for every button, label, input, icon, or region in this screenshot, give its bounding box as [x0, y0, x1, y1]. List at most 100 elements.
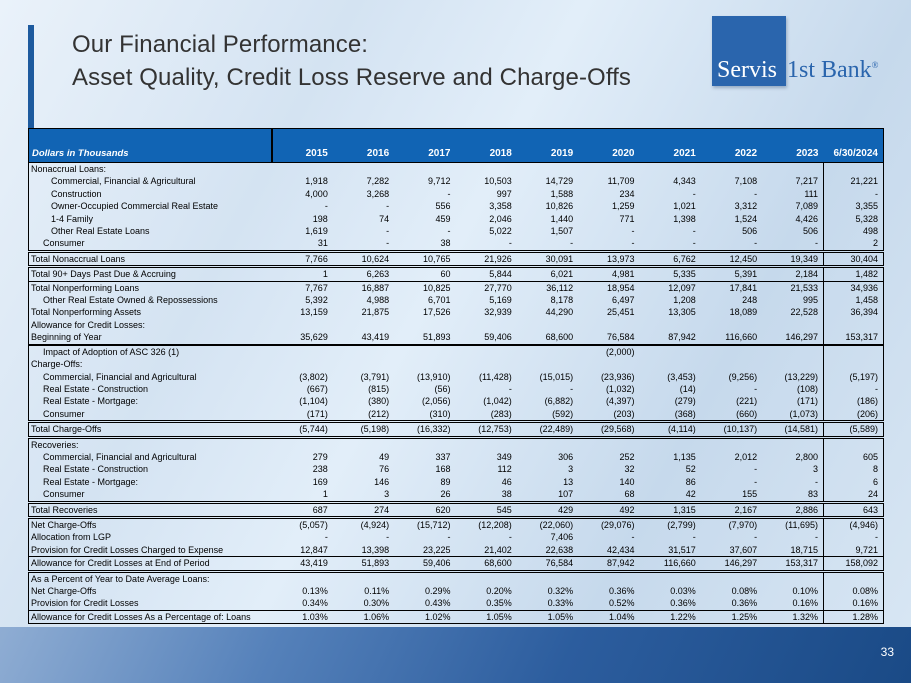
left-accent-stripe	[28, 25, 34, 128]
cell: 0.30%	[363, 598, 390, 609]
cell	[701, 163, 762, 176]
cell: 13,973	[578, 249, 640, 267]
cell: 0.11%	[364, 586, 390, 596]
cell: 5,335	[639, 265, 701, 282]
cell: 252	[619, 451, 635, 462]
cell: 3	[568, 464, 574, 475]
cell: 10,826	[545, 201, 574, 212]
cell	[455, 319, 516, 331]
cell: 43,419	[332, 331, 395, 346]
cell: 18,954	[606, 282, 635, 293]
cell: -	[754, 383, 758, 394]
cell	[578, 571, 639, 585]
cell: -	[631, 226, 635, 237]
cell: 32,939	[484, 307, 512, 318]
cell: 0.10%	[792, 586, 818, 596]
cell: 13,159	[300, 307, 328, 318]
page-title: Our Financial Performance: Asset Quality…	[72, 28, 631, 94]
cell: 140	[619, 476, 635, 487]
cell: (13,229)	[784, 371, 818, 382]
cell: 10,624	[332, 249, 395, 267]
cell: 605	[823, 450, 884, 464]
cell: 545	[455, 500, 517, 520]
cell: -	[692, 532, 696, 543]
row-label: Commercial, Financial and Agricultural	[43, 451, 197, 462]
table-row: Net Charge-Offs (5,057) (4,924) (15,712) (12…	[29, 517, 884, 532]
cell	[517, 437, 578, 451]
cell: 83	[807, 489, 818, 500]
cell: 1,135	[673, 451, 696, 462]
cell: 51,893	[332, 556, 395, 573]
cell	[333, 358, 394, 370]
cell: 5,391	[700, 265, 763, 282]
cell	[762, 571, 823, 585]
table-row: 1-4 Family 198 74 459 2,046 1,440 771 1,398 1,52…	[29, 212, 884, 226]
cell: 12,450	[700, 249, 763, 267]
cell: (171)	[796, 396, 818, 407]
table-row: Total Nonperforming Loans 7,767 16,887 10,8…	[29, 281, 884, 295]
cell: -	[508, 532, 512, 543]
cell: 7,108	[734, 176, 758, 187]
cell	[762, 437, 823, 451]
cell: 498	[823, 225, 884, 238]
row-label: Total Recoveries	[28, 500, 272, 520]
row-label: Net Charge-Offs	[31, 586, 97, 596]
table-row: Commercial, Financial and Agricultural (3…	[29, 370, 884, 383]
row-label: As a Percent of Year to Date Average Loa…	[31, 573, 210, 584]
cell: 30,091	[516, 249, 579, 267]
cell: -	[754, 464, 758, 475]
cell: -	[754, 188, 758, 199]
cell: 0.33%	[547, 598, 574, 609]
cell: 74	[379, 213, 390, 224]
cell: 1.28%	[823, 609, 884, 624]
cell	[455, 571, 516, 585]
column-header-2016: 2016	[332, 128, 395, 163]
cell: 146	[374, 476, 390, 487]
table-row: Consumer 1 3 26 38 107 68 42 155 83 24	[29, 488, 884, 503]
section-row: Charge-Offs:	[29, 358, 884, 371]
row-label: 1-4 Family	[51, 213, 94, 224]
table-row: Net Charge-Offs 0.13% 0.11% 0.29% 0.20% 0.32%…	[29, 585, 884, 598]
cell: -	[631, 532, 635, 543]
cell	[823, 162, 884, 176]
cell: 1,918	[305, 176, 328, 187]
cell: (3,453)	[667, 371, 696, 382]
cell: (29,568)	[578, 420, 640, 439]
cell: 49	[379, 451, 390, 462]
cell: 1,588	[550, 188, 574, 199]
cell: 1,398	[673, 213, 696, 224]
cell	[639, 437, 700, 451]
cell	[394, 319, 455, 331]
cell: 168	[435, 464, 451, 475]
row-label: Beginning of Year	[28, 331, 272, 346]
cell: 19,349	[762, 249, 824, 267]
cell: 21,402	[484, 544, 512, 555]
cell: 1,619	[305, 226, 328, 237]
cell: 3	[384, 489, 390, 500]
row-label: Real Estate - Construction	[43, 383, 149, 394]
cell: (15,712)	[416, 519, 451, 530]
cell: (203)	[613, 408, 635, 419]
cell: 18,715	[790, 544, 818, 555]
cell: (12,753)	[455, 420, 517, 439]
section-row: Allowance for Credit Losses:	[29, 318, 884, 332]
cell: 24	[823, 488, 884, 503]
cell: (5,197)	[823, 370, 884, 383]
section-row: As a Percent of Year to Date Average Loa…	[29, 571, 884, 585]
cell: 52	[685, 464, 696, 475]
cell: 459	[435, 213, 451, 224]
cell: 3,355	[823, 200, 884, 213]
cell: 0.08%	[731, 586, 758, 596]
cell: (667)	[306, 383, 328, 394]
cell: (1,073)	[789, 408, 818, 419]
row-label: Real Estate - Mortgage:	[43, 396, 139, 407]
cell	[455, 437, 516, 451]
cell	[394, 437, 455, 451]
cell: 68,600	[455, 556, 517, 573]
row-label: Owner-Occupied Commercial Real Estate	[51, 201, 219, 212]
cell: 556	[435, 201, 451, 212]
table-row: Total 90+ Days Past Due & Accruing 1 6,263…	[28, 265, 884, 282]
row-label: Nonaccrual Loans:	[31, 164, 107, 174]
cell: -	[815, 238, 818, 249]
cell: 5,328	[823, 212, 884, 226]
